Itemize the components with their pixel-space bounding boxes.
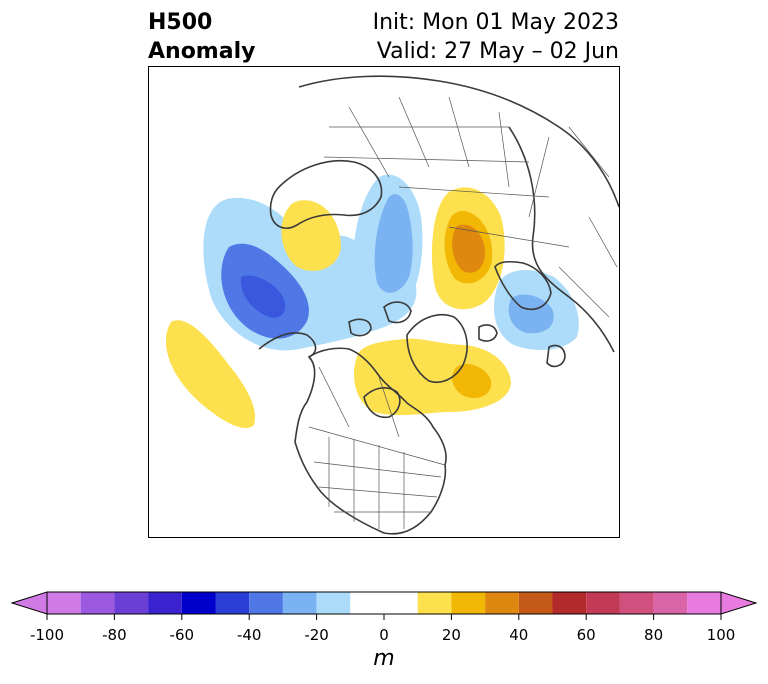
colorbar-cell: [249, 592, 283, 614]
pos-anomaly-greenland-core: [452, 363, 492, 399]
pos-anomaly-siberia: [281, 200, 341, 271]
coastline-eurasia: [298, 75, 619, 353]
colorbar-cell: [181, 592, 216, 614]
colorbar-cell: [350, 592, 418, 614]
colorbar-cell: [586, 592, 620, 614]
colorbar-tick-label: -20: [304, 626, 329, 644]
neg-anomaly-arctic-inner: [374, 194, 413, 293]
colorbar: [10, 591, 758, 620]
colorbar-tick-label: 40: [509, 626, 529, 644]
colorbar-tick-label: 100: [706, 626, 736, 644]
colorbar-cell: [552, 592, 587, 614]
neg-anomaly-europe-inner: [508, 294, 554, 334]
init-time: Init: Mon 01 May 2023: [372, 10, 619, 35]
coastline-siberia: [269, 159, 383, 229]
colorbar-cell: [80, 592, 115, 614]
colorbar-extend-low: [10, 591, 48, 615]
coastline-iceland-uk: [478, 324, 566, 368]
colorbar-cell: [619, 592, 654, 614]
colorbar-extend-high: [720, 591, 758, 615]
coastline-alaska: [258, 332, 317, 358]
neg-anomaly-pacific-core: [240, 275, 286, 318]
colorbar-cell: [653, 592, 688, 614]
colorbar-cell: [47, 592, 81, 614]
field-title-line1: H500: [148, 10, 213, 35]
field-title: H500 Anomaly: [148, 8, 255, 66]
colorbar-tick-label: 60: [576, 626, 596, 644]
political-borders: [308, 96, 618, 529]
coastline-greenland: [406, 313, 468, 383]
colorbar-tick-label: 20: [441, 626, 461, 644]
colorbar-cell: [114, 592, 149, 614]
pos-anomaly-east-pacific: [165, 320, 256, 429]
colorbar-cell: [316, 592, 351, 614]
colorbar-ticks: [46, 614, 722, 620]
time-info: Init: Mon 01 May 2023 Valid: 27 May – 02…: [373, 8, 619, 66]
colorbar-tick-label: -80: [102, 626, 127, 644]
colorbar-tick-label: 80: [644, 626, 664, 644]
field-title-line2: Anomaly: [148, 39, 256, 64]
pos-anomaly-russia-core: [452, 224, 485, 273]
coastline-scandinavia: [494, 261, 552, 311]
colorbar-cell: [282, 592, 317, 614]
colorbar-tick-label: -60: [169, 626, 195, 644]
colorbar-cell: [518, 592, 553, 614]
coastlines: [258, 75, 619, 535]
anomaly-shading: [165, 174, 579, 429]
colorbar-tick-label: -40: [236, 626, 262, 644]
colorbar-cell: [687, 592, 721, 614]
colorbar-tick-label: -100: [29, 626, 65, 644]
map-canvas: [165, 75, 619, 535]
colorbar-cell: [417, 592, 452, 614]
coastline-north-america: [294, 347, 447, 535]
colorbar-cells: [47, 592, 721, 614]
coastline-hudson-bay: [363, 387, 401, 419]
colorbar-cell: [215, 592, 250, 614]
colorbar-cell: [485, 592, 519, 614]
valid-time: Valid: 27 May – 02 Jun: [376, 39, 619, 64]
colorbar-cell: [451, 592, 486, 614]
colorbar-tick-label: 0: [379, 626, 389, 644]
colorbar-cell: [148, 592, 182, 614]
coastline-arctic-islands: [348, 301, 412, 337]
colorbar-unit: m: [373, 646, 395, 671]
map-panel: [148, 66, 620, 538]
